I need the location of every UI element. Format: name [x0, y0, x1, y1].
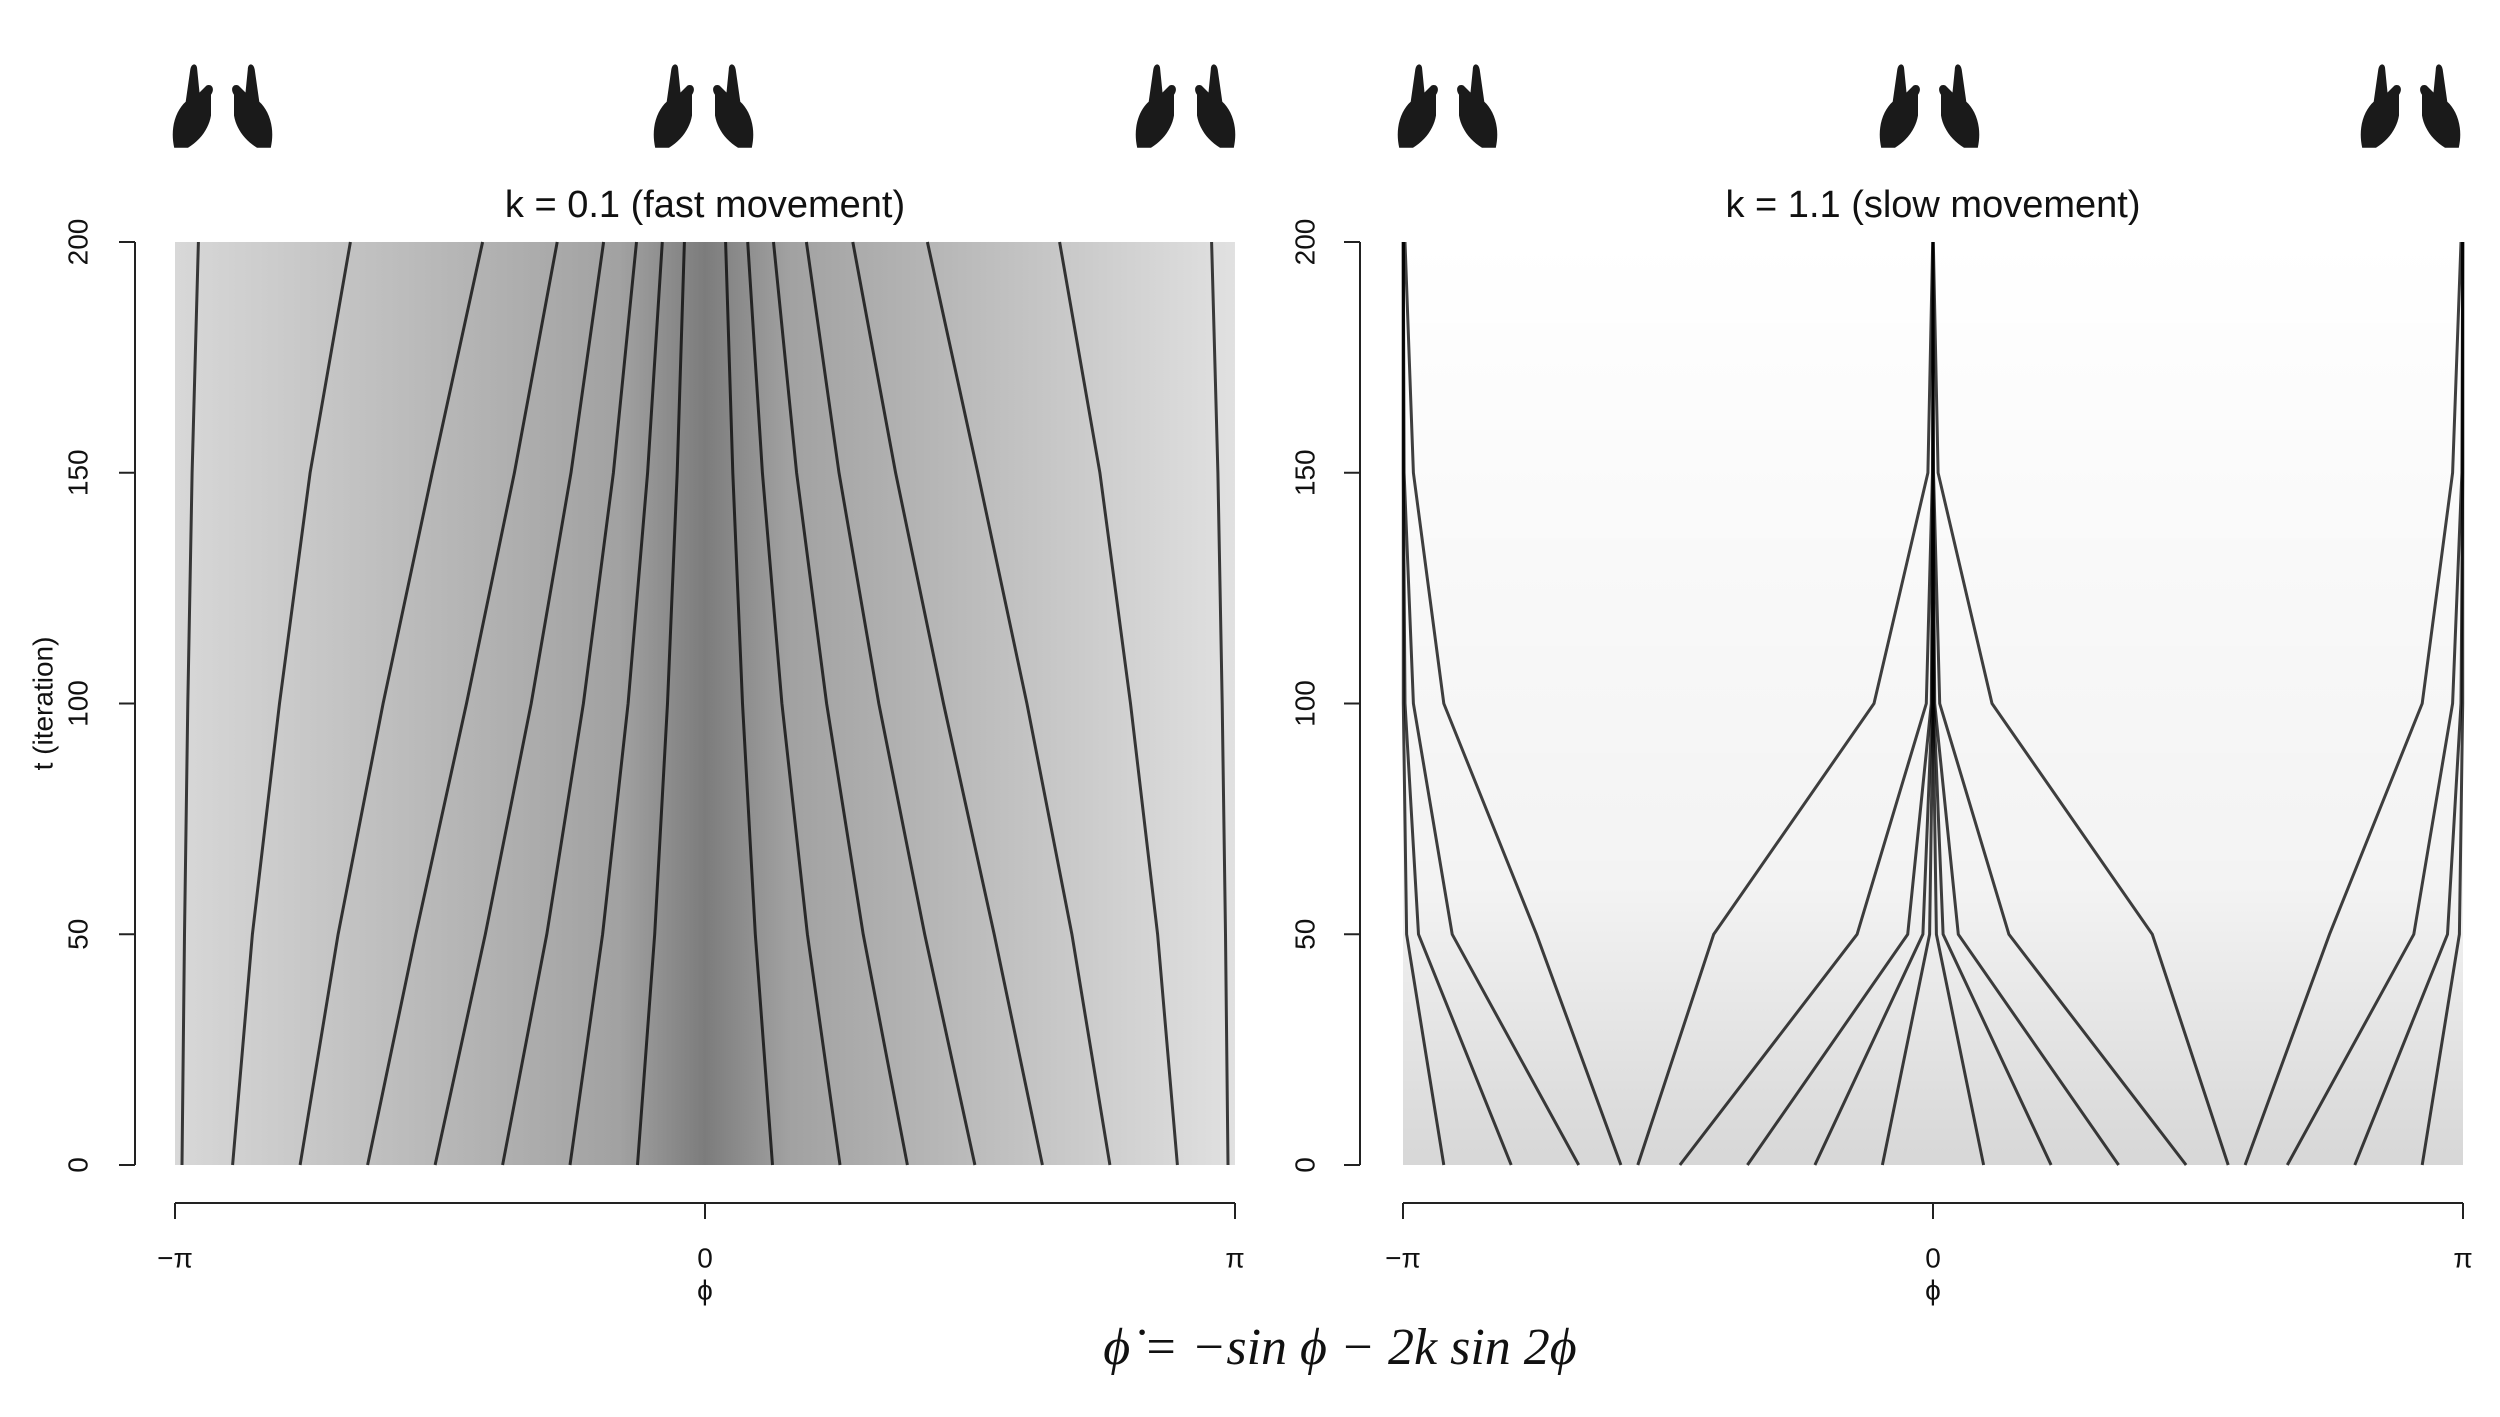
trajectory [1403, 241, 1623, 1166]
panel-title: k = 0.1 (fast movement) [505, 184, 905, 226]
y-tick-label: 0 [62, 1157, 93, 1173]
equation-caption: ϕ̇ = −sin ϕ − 2k sin 2ϕ [1103, 1319, 1576, 1376]
x-tick-label: π [1225, 1242, 1244, 1273]
y-tick-label: 100 [62, 680, 93, 727]
trajectory [1210, 241, 1230, 1166]
y-tick-label: 150 [62, 449, 93, 496]
x-axis-label: ϕ [1925, 1274, 1941, 1305]
trajectory [366, 241, 559, 1166]
x-tick-label: 0 [697, 1242, 713, 1273]
trajectory [1678, 241, 1935, 1166]
trajectory [925, 241, 1112, 1166]
trajectory [2420, 242, 2465, 1166]
y-tick-label: 150 [1289, 449, 1320, 496]
panel-title: k = 1.1 (slow movement) [1726, 184, 2141, 226]
trajectory [2243, 241, 2463, 1166]
trajectory [746, 241, 842, 1166]
y-tick-label: 200 [1289, 219, 1320, 266]
y-tick-label: 50 [1289, 919, 1320, 950]
trajectory [1058, 241, 1179, 1166]
x-tick-label: −π [1385, 1242, 1421, 1273]
y-tick-label: 100 [1289, 680, 1320, 727]
trajectory [433, 241, 606, 1166]
trajectory [180, 241, 200, 1166]
trajectory [298, 241, 485, 1166]
trajectory [1636, 241, 1935, 1166]
trajectory [568, 241, 664, 1166]
y-tick-label: 50 [62, 919, 93, 950]
trajectory [231, 241, 352, 1166]
trajectory [501, 241, 638, 1166]
trajectory [851, 241, 1044, 1166]
trajectory [772, 241, 909, 1166]
hand-icons [172, 64, 2461, 148]
trajectory [1401, 242, 1446, 1166]
panel: k = 0.1 (fast movement) 0 50 100 150 200 −π 0 π ϕ… [27, 184, 1244, 1305]
panel: k = 1.1 (slow movement) 0 50 100 150 200 −π 0 π ϕ [1289, 184, 2472, 1305]
trajectory [636, 241, 686, 1166]
trajectory [804, 241, 977, 1166]
y-tick-label: 200 [62, 219, 93, 266]
x-tick-label: −π [157, 1242, 193, 1273]
x-axis-label: ϕ [697, 1274, 713, 1305]
y-tick-label: 0 [1289, 1157, 1320, 1173]
y-axis-label: t (iteration) [27, 637, 58, 771]
trajectory [724, 241, 774, 1166]
x-tick-label: 0 [1925, 1242, 1941, 1273]
trajectory [1931, 241, 2230, 1166]
x-tick-label: π [2453, 1242, 2472, 1273]
